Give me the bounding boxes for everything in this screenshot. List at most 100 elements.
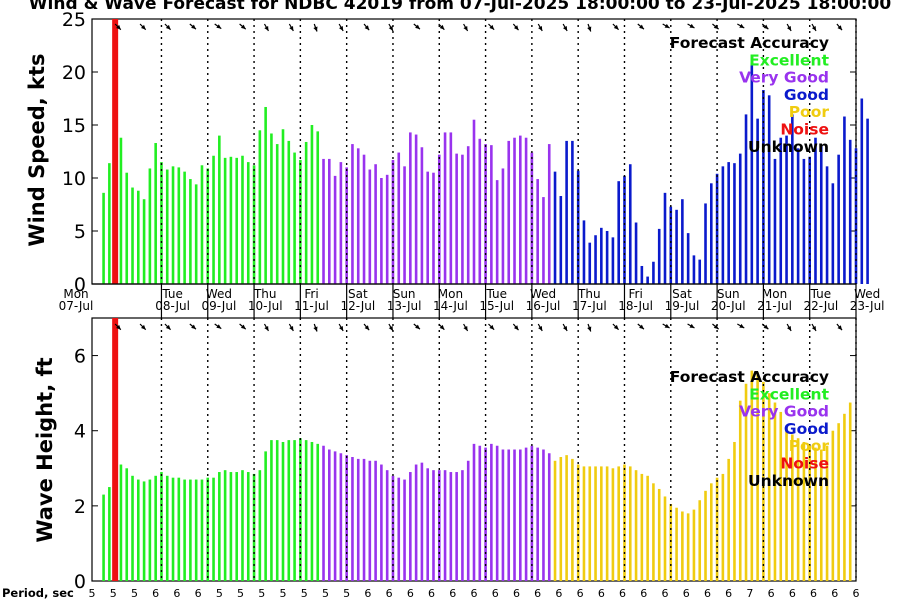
day-date: 13-Jul	[387, 299, 422, 313]
bar	[108, 163, 111, 284]
bar	[223, 470, 227, 581]
bar	[437, 154, 441, 284]
bar	[316, 443, 320, 581]
bar	[142, 199, 146, 284]
bar	[825, 166, 829, 284]
legend-heading: Forecast Accuracy	[670, 368, 829, 386]
y-tick-label: 15	[62, 115, 86, 137]
day-date: 16-Jul	[526, 299, 561, 313]
direction-arrow	[712, 23, 719, 30]
direction-arrow	[512, 23, 519, 31]
bar	[663, 496, 667, 581]
bar	[391, 159, 395, 284]
bar	[206, 168, 210, 284]
day-name: Wed	[530, 287, 556, 301]
direction-arrow	[114, 323, 122, 331]
bar	[258, 470, 262, 581]
bar	[605, 231, 609, 284]
bar	[565, 140, 568, 284]
day-date: 19-Jul	[665, 299, 700, 313]
period-value: 6	[598, 587, 605, 600]
direction-arrow	[338, 323, 344, 332]
bar	[275, 144, 279, 284]
bar	[843, 413, 846, 581]
period-value: 6	[662, 587, 669, 600]
legend-item: Good	[784, 420, 829, 438]
y-tick-label: 2	[74, 496, 86, 518]
bar	[264, 451, 267, 581]
direction-arrow	[612, 23, 619, 31]
bar	[189, 179, 192, 284]
bar	[634, 470, 638, 581]
bar	[495, 445, 499, 581]
bar	[246, 472, 250, 581]
bar	[837, 154, 840, 284]
bar	[200, 165, 204, 284]
bar	[362, 458, 366, 581]
bar	[304, 141, 308, 284]
direction-arrow	[413, 23, 421, 30]
bar	[160, 472, 163, 581]
direction-arrow	[288, 323, 294, 332]
bar	[125, 172, 129, 284]
bar	[513, 449, 516, 581]
period-value: 6	[152, 587, 159, 600]
period-value: 6	[810, 587, 817, 600]
bar	[733, 441, 736, 581]
bar	[287, 140, 291, 284]
bar	[744, 114, 748, 285]
day-name: Fri	[304, 287, 318, 301]
direction-arrow	[587, 23, 592, 32]
day-name: Wed	[854, 287, 880, 301]
direction-arrow	[239, 23, 247, 30]
period-value: 6	[364, 587, 371, 600]
bar	[588, 466, 592, 581]
bar	[316, 131, 320, 284]
bar	[704, 203, 707, 284]
bar	[351, 144, 354, 284]
legend-item: Poor	[789, 103, 830, 121]
bar	[501, 449, 505, 581]
bar	[194, 184, 198, 284]
day-date: 11-Jul	[294, 299, 329, 313]
bar	[808, 445, 811, 581]
bar	[727, 162, 730, 284]
direction-arrow	[438, 23, 445, 31]
y-tick-label: 0	[74, 571, 86, 593]
bar	[356, 148, 360, 284]
bar	[843, 116, 846, 285]
bar	[559, 457, 563, 581]
bar	[640, 473, 644, 581]
bar	[519, 135, 522, 284]
bar	[669, 206, 673, 284]
bar	[848, 402, 852, 581]
direction-arrow	[363, 323, 370, 331]
bar	[756, 118, 759, 284]
bar	[721, 473, 725, 581]
period-value: 5	[343, 587, 350, 600]
bar	[721, 166, 725, 284]
bar	[310, 441, 314, 581]
period-value: 6	[831, 587, 838, 600]
bar	[692, 255, 696, 284]
bar	[686, 233, 690, 284]
bar	[495, 180, 499, 284]
day-name: Thu	[577, 287, 601, 301]
direction-arrow	[786, 323, 792, 332]
bar	[264, 106, 267, 284]
bar	[397, 477, 401, 581]
day-date: 12-Jul	[340, 299, 375, 313]
bar	[634, 222, 638, 284]
bar	[246, 162, 250, 284]
bar	[374, 460, 377, 581]
direction-arrow	[687, 23, 695, 29]
day-date: 07-Jul	[59, 299, 94, 313]
direction-arrow	[761, 323, 769, 330]
bar	[322, 445, 325, 581]
direction-arrow	[139, 23, 147, 31]
period-value: 6	[471, 587, 478, 600]
bar	[594, 466, 597, 581]
bar	[385, 174, 389, 284]
